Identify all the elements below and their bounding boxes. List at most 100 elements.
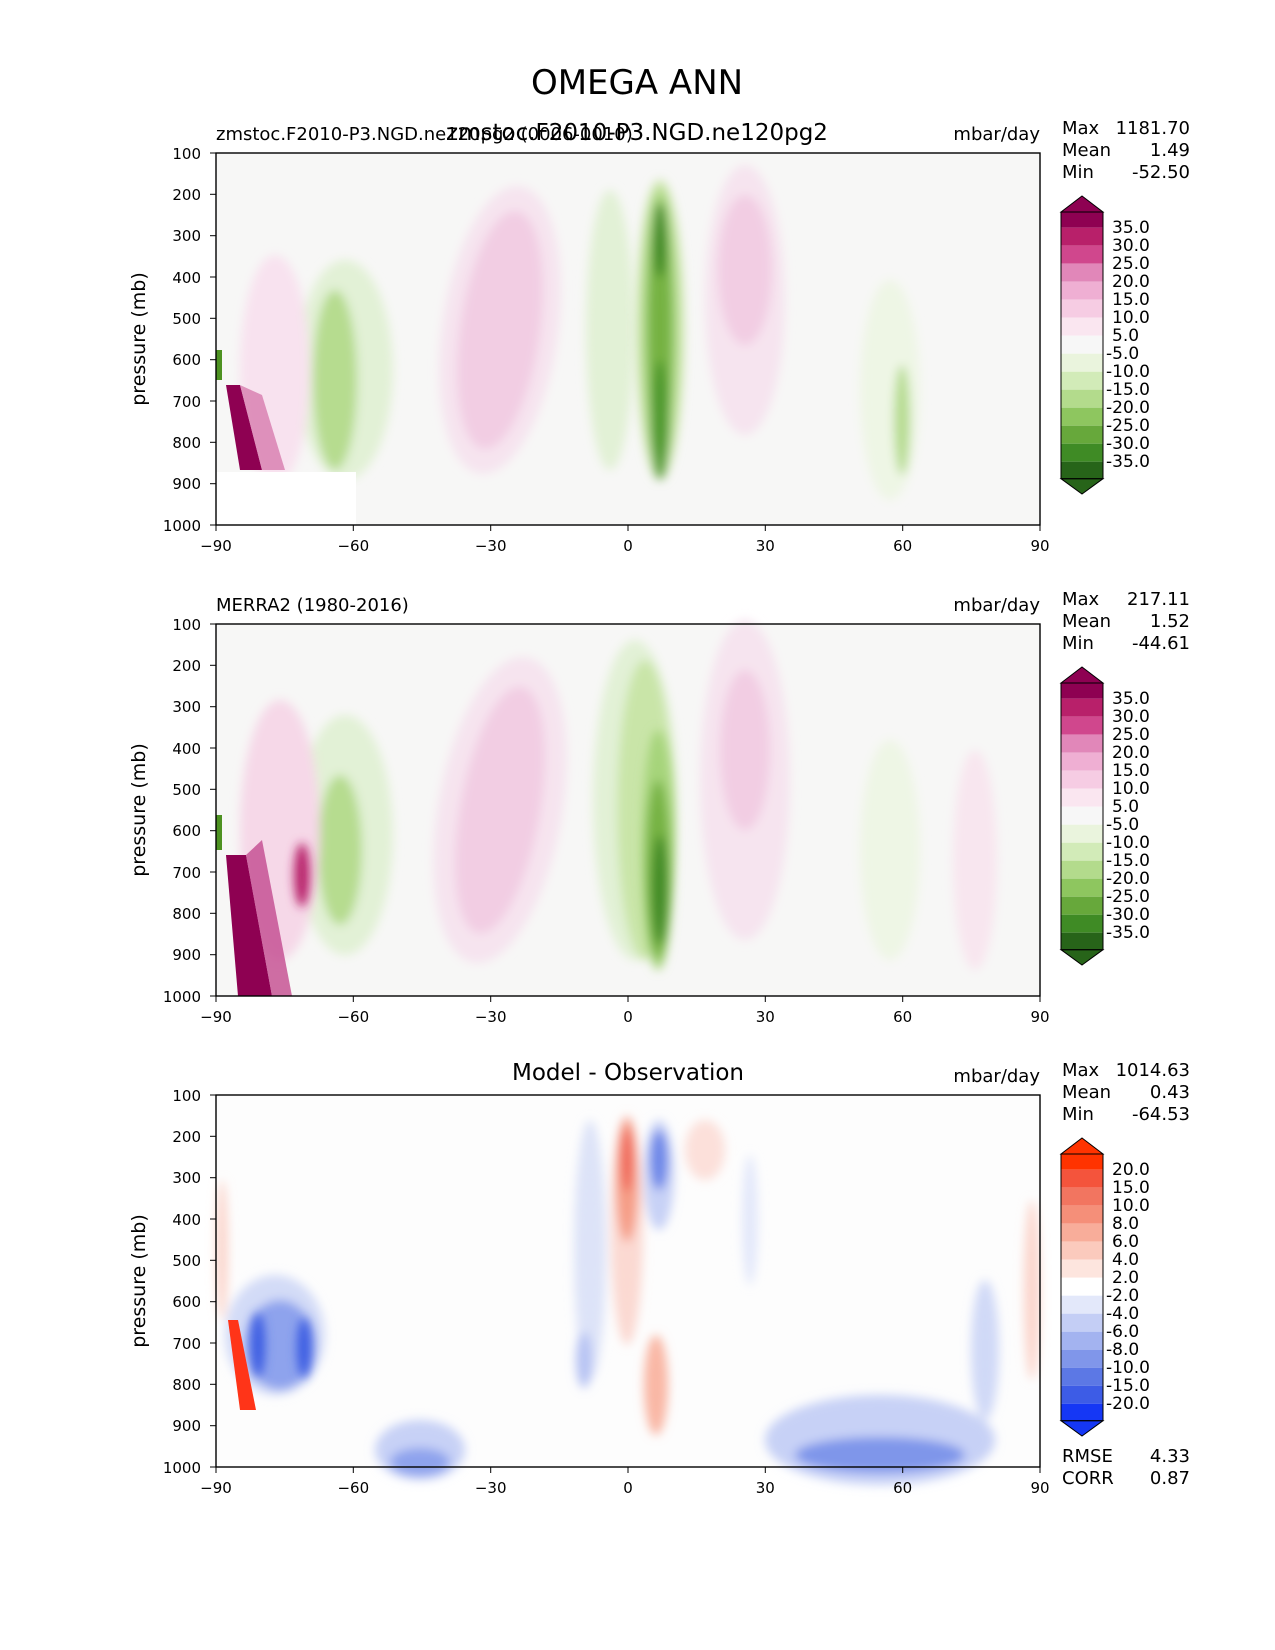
panel-reference-x-ticks: −90 −60 −30 0 30 60 90: [200, 996, 1050, 1026]
diff-northern-surface-core: [795, 1437, 965, 1473]
test-itcz-ascent-outer: [586, 190, 634, 470]
test-colorbar-label: 30.0: [1112, 236, 1150, 256]
diff-y-tick-label: 900: [172, 1417, 201, 1435]
ref-colorbar-label: -5.0: [1106, 815, 1139, 835]
test-stat-mean-value: 1.49: [1150, 140, 1190, 161]
panel-reference-y-axis-label: pressure (mb): [128, 743, 150, 877]
ref-x-tick-label: −30: [475, 1008, 507, 1026]
ref-subtropical-descent-north-core: [720, 670, 770, 830]
test-y-tick-label: 600: [172, 351, 201, 369]
ref-antarctic-descent-edge: [246, 840, 292, 996]
test-colorbar-swatch: [1061, 245, 1103, 264]
diff-colorbar-label: 8.0: [1112, 1214, 1139, 1234]
diff-southpole-positive: [216, 1180, 228, 1320]
test-y-tick-label: 900: [172, 475, 201, 493]
test-x-tick-label: 0: [623, 537, 633, 555]
test-y-tick-label: 800: [172, 434, 201, 452]
diff-metric-rmse-value: 4.33: [1150, 1446, 1190, 1467]
diff-x-tick-label: 90: [1030, 1479, 1049, 1497]
diff-y-tick-label: 600: [172, 1293, 201, 1311]
ref-colorbar-label: -15.0: [1106, 851, 1150, 871]
diff-metric-corr-key: CORR: [1062, 1468, 1114, 1489]
diff-itcz-negative-outer: [574, 1120, 606, 1380]
diff-colorbar-label: 20.0: [1112, 1160, 1150, 1180]
panel-difference: Model - Observation mbar/day: [128, 1060, 1190, 1497]
ref-colorbar-label: -20.0: [1106, 869, 1150, 889]
diff-colorbar-swatch: [1061, 1403, 1103, 1421]
ref-y-tick-label: 1000: [163, 988, 201, 1006]
ref-colorbar-label: 15.0: [1112, 761, 1150, 781]
diff-lower-positive: [644, 1335, 668, 1435]
diff-colorbar-top-extension: [1059, 1137, 1105, 1155]
test-stat-max-value: 1181.70: [1116, 118, 1190, 139]
test-colorbar-swatch: [1061, 371, 1103, 390]
test-colorbar-swatch: [1061, 263, 1103, 282]
diff-colorbar-swatch: [1061, 1169, 1103, 1188]
ref-arctic-descent: [953, 750, 997, 970]
panel-reference-contours: [216, 620, 997, 996]
test-x-tick-label: 60: [893, 537, 912, 555]
diff-colorbar-label: -15.0: [1106, 1376, 1150, 1396]
ref-northern-ascent: [860, 740, 920, 960]
test-x-tick-label: −90: [200, 537, 232, 555]
ref-colorbar-swatch: [1061, 752, 1103, 771]
diff-colorbar-swatch: [1061, 1331, 1103, 1350]
diff-stat-min-key: Min: [1062, 1104, 1094, 1125]
ref-colorbar-label: 35.0: [1112, 689, 1150, 709]
diff-y-tick-label: 800: [172, 1376, 201, 1394]
panel-test-stats: Max 1181.70 Mean 1.49 Min -52.50: [1062, 118, 1190, 183]
test-colorbar-label: 15.0: [1112, 290, 1150, 310]
ref-colorbar-label: 5.0: [1112, 797, 1139, 817]
test-y-tick-label: 1000: [163, 517, 201, 535]
test-colorbar-label: 35.0: [1112, 218, 1150, 238]
diff-antarctic-negative-core-a: [251, 1313, 265, 1377]
diff-colorbar-frame: [1060, 1153, 1104, 1422]
diff-x-tick-label: 60: [893, 1479, 912, 1497]
panel-test-title: zmstoc.F2010-P3.NGD.ne120pg2: [446, 120, 828, 146]
ref-colorbar-frame: [1060, 682, 1104, 951]
ref-stat-mean-value: 1.52: [1150, 611, 1190, 632]
diff-colorbar-label: 6.0: [1112, 1232, 1139, 1252]
diff-itcz-negative-lower: [576, 1332, 592, 1388]
ref-colorbar-label: -25.0: [1106, 887, 1150, 907]
test-x-tick-label: −60: [337, 537, 369, 555]
ref-stat-min-key: Min: [1062, 633, 1094, 654]
panel-test-contours: [216, 165, 920, 526]
test-itcz-ascent-upper-core: [653, 202, 667, 278]
test-colorbar-label: -30.0: [1106, 434, 1150, 454]
panel-difference-stats: Max 1014.63 Mean 0.43 Min -64.53: [1062, 1060, 1190, 1125]
diff-colorbar-swatch: [1061, 1187, 1103, 1206]
ref-colorbar-swatch: [1061, 932, 1103, 950]
diff-stat-max-value: 1014.63: [1116, 1060, 1190, 1081]
test-colorbar-label: -10.0: [1106, 362, 1150, 382]
panel-difference-contours: [216, 1115, 1040, 1485]
ref-x-tick-label: 0: [623, 1008, 633, 1026]
test-stat-min-key: Min: [1062, 162, 1094, 183]
test-antarctic-descent-edge: [240, 385, 285, 470]
ref-stat-max-key: Max: [1062, 589, 1100, 610]
diff-x-tick-label: 0: [623, 1479, 633, 1497]
diff-antarctic-positive: [228, 1320, 256, 1410]
panel-reference-y-ticks: 100 200 300 400 500 600 700 800 900 1000: [163, 616, 216, 1006]
test-x-tick-label: 30: [756, 537, 775, 555]
test-colorbar-label: -15.0: [1106, 380, 1150, 400]
panel-test-y-axis-label: pressure (mb): [128, 272, 150, 406]
test-colorbar-label: -20.0: [1106, 398, 1150, 418]
ref-colorbar-swatch: [1061, 683, 1103, 699]
ref-southern-ascent-core: [318, 775, 362, 925]
test-y-tick-label: 500: [172, 310, 201, 328]
ref-stat-min-value: -44.61: [1132, 633, 1190, 654]
diff-x-tick-label: 30: [756, 1479, 775, 1497]
panel-test-y-ticks: 100 200 300 400 500 600 700 800 900 1000: [163, 145, 216, 535]
test-colorbar-label: -5.0: [1106, 344, 1139, 364]
diff-colorbar-swatch: [1061, 1367, 1103, 1386]
diff-colorbar-label: -2.0: [1106, 1286, 1139, 1306]
ref-y-tick-label: 900: [172, 946, 201, 964]
ref-colorbar-swatch: [1061, 860, 1103, 879]
ref-highlat-descent-core: [294, 843, 310, 907]
diff-antarctic-negative-core-b: [297, 1318, 311, 1378]
diff-colorbar-swatch: [1061, 1295, 1103, 1314]
test-colorbar-swatch: [1061, 443, 1103, 462]
diff-itcz-positive-core: [621, 1128, 633, 1192]
